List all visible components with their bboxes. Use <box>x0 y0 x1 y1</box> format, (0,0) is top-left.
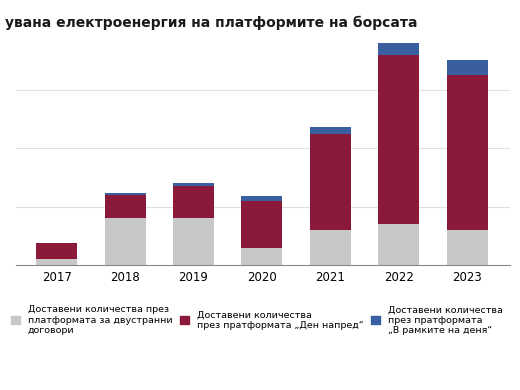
Bar <box>447 230 488 265</box>
Bar <box>378 224 419 265</box>
Bar <box>173 183 214 186</box>
Bar <box>447 75 488 230</box>
Bar <box>36 243 77 259</box>
Bar <box>173 218 214 265</box>
Legend: Доставени количества през
платформата за двустранни
договори, Доставени количест: Доставени количества през платформата за… <box>10 305 503 335</box>
Bar <box>378 55 419 224</box>
Bar <box>241 201 282 248</box>
Text: увана електроенергия на платформите на борсата: увана електроенергия на платформите на б… <box>5 16 418 30</box>
Bar <box>105 218 146 265</box>
Bar <box>447 60 488 75</box>
Bar <box>241 196 282 201</box>
Bar <box>173 186 214 218</box>
Bar <box>36 259 77 265</box>
Bar <box>105 195 146 218</box>
Bar <box>105 193 146 195</box>
Bar <box>310 127 351 134</box>
Bar <box>310 230 351 265</box>
Bar <box>241 248 282 265</box>
Bar <box>378 42 419 55</box>
Bar <box>310 134 351 230</box>
